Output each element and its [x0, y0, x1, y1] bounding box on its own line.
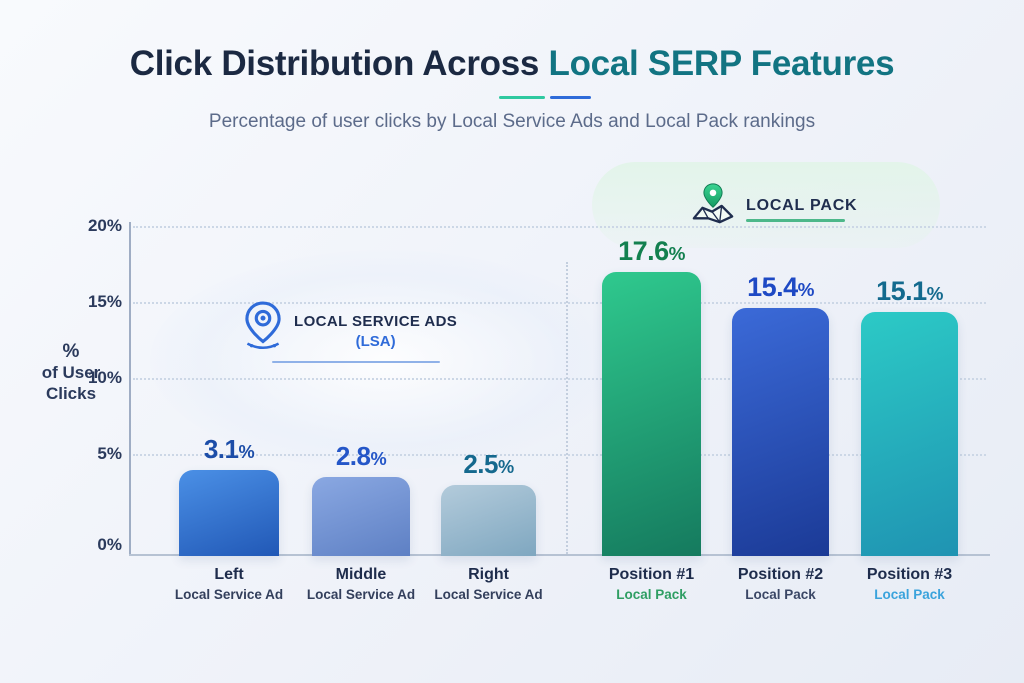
bar-position-2 — [732, 308, 829, 556]
bar-category-sublabel: Local Pack — [616, 587, 687, 602]
bar-column-position-3: 15.1% Position #3 Local Pack — [861, 227, 958, 602]
y-axis-line — [129, 222, 131, 556]
blue-dash — [550, 96, 591, 99]
bar-right-lsa — [441, 485, 536, 556]
bar-value-label: 2.5% — [463, 449, 514, 479]
y-axis-tick: 15% — [87, 292, 122, 311]
local-pack-legend-badge: LOCAL PACK — [690, 180, 857, 231]
y-axis-tick: 5% — [97, 444, 122, 463]
gridline-5 — [133, 454, 986, 456]
map-with-pin-icon — [690, 180, 736, 231]
bar-category-label: Position #2 — [737, 566, 824, 583]
bar-category-sublabel: Local Pack — [745, 587, 816, 602]
page-subtitle: Percentage of user clicks by Local Servi… — [208, 111, 816, 132]
bar-category-sublabel: Local Service Ad — [306, 587, 416, 602]
bar-value-label: 3.1% — [203, 434, 255, 464]
lsa-underline — [272, 361, 440, 363]
bar-category-sublabel: Local Pack — [874, 587, 945, 602]
title-accent-dashes — [33, 96, 1024, 99]
map-pin-icon — [240, 300, 286, 359]
bar-left-lsa — [179, 470, 279, 556]
lsa-legend-badge: LOCAL SERVICE ADS (LSA) — [240, 300, 457, 363]
bar-value-label: 17.6% — [618, 236, 685, 266]
bar-category-sublabel: Local Service Ad — [174, 587, 284, 602]
bar-category-label: Left — [214, 566, 244, 583]
group-divider-dotted — [566, 262, 568, 554]
bar-column-middle-lsa: 2.8% Middle Local Service Ad — [307, 227, 415, 602]
bar-value-label: 2.8% — [335, 441, 387, 471]
green-dash — [499, 96, 545, 99]
lsa-label: LOCAL SERVICE ADS — [294, 313, 458, 330]
y-axis-tick: 20% — [87, 216, 122, 235]
bar-category-label: Middle — [335, 566, 387, 583]
bar-category-label: Position #3 — [866, 566, 953, 583]
gridline-15 — [133, 302, 986, 304]
bar-value-label: 15.4% — [747, 272, 814, 302]
title-part-dark: Click Distribution — [129, 44, 415, 83]
bar-category-label: Position #1 — [608, 566, 695, 583]
gridline-20 — [133, 226, 986, 228]
page-title: Click Distribution Across Local SERP Fea… — [0, 44, 1024, 84]
bar-column-position-2: 15.4% Position #2 Local Pack — [732, 227, 829, 602]
bar-position-1 — [602, 272, 701, 556]
gridline-10 — [133, 378, 986, 380]
local-pack-label: LOCAL PACK — [746, 196, 858, 214]
y-axis-tick: 0% — [97, 535, 122, 554]
title-part-teal: Local SERP Features — [548, 44, 895, 83]
bar-category-label: Right — [468, 566, 509, 583]
bar-value-label: 15.1% — [876, 276, 943, 306]
x-axis-baseline — [129, 554, 990, 556]
y-axis-title: % of User Clicks — [41, 341, 101, 403]
bar-column-left-lsa: 3.1% Left Local Service Ad — [175, 227, 283, 602]
bar-position-3 — [861, 312, 958, 556]
local-pack-underline — [746, 219, 845, 222]
bar-middle-lsa — [312, 477, 410, 556]
bar-category-sublabel: Local Service Ad — [434, 587, 543, 602]
title-part-across: Across — [414, 44, 549, 83]
bar-column-right-lsa: 2.5% Right Local Service Ad — [434, 227, 542, 602]
bar-column-position-1: 17.6% Position #1 Local Pack — [602, 227, 701, 602]
lsa-sublabel: (LSA) — [355, 333, 396, 350]
y-axis-tick: 10% — [87, 368, 122, 387]
